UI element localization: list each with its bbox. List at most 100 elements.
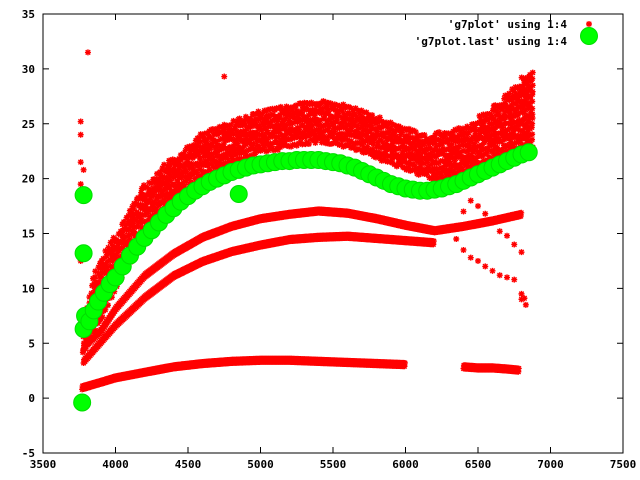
data-point-star — [495, 109, 502, 116]
data-point-star — [350, 132, 357, 139]
data-point-star — [135, 214, 142, 221]
data-point-star — [77, 131, 84, 138]
data-point-star — [266, 111, 273, 118]
data-point-star — [175, 160, 182, 167]
data-point-star — [263, 118, 270, 125]
data-point-star — [183, 177, 190, 184]
data-point-star — [391, 129, 398, 136]
data-point-star — [413, 157, 420, 164]
data-point-star — [92, 268, 99, 275]
data-point-star — [473, 155, 480, 162]
y-tick-label: 5 — [28, 337, 35, 350]
data-point-star — [148, 180, 155, 187]
data-point-star — [235, 144, 242, 151]
data-point-star — [511, 241, 518, 248]
data-point-star — [208, 140, 215, 147]
data-point-star — [507, 109, 514, 116]
y-tick-label: 0 — [28, 392, 35, 405]
data-point-star — [364, 148, 371, 155]
data-point-star — [364, 143, 371, 150]
data-point-star — [203, 130, 210, 137]
data-point-star — [404, 133, 411, 140]
legend-label: 'g7plot' using 1:4 — [448, 18, 568, 31]
data-point-star — [460, 132, 467, 139]
data-point-star — [527, 78, 534, 85]
data-point-star — [489, 267, 496, 274]
data-point-star — [529, 88, 536, 95]
data-point-star — [91, 289, 98, 296]
data-point-star — [316, 135, 323, 142]
data-point-star — [110, 234, 117, 241]
data-point-star — [518, 296, 525, 303]
data-point-circle — [229, 184, 248, 203]
data-point-star — [208, 161, 215, 168]
data-point-star — [100, 260, 107, 267]
data-point-star — [455, 132, 462, 139]
data-point-star — [240, 131, 247, 138]
data-point-star — [345, 110, 352, 117]
data-point-star — [197, 131, 204, 138]
data-point-star — [378, 157, 385, 164]
data-point-star — [176, 165, 183, 172]
data-point-star — [412, 129, 419, 136]
data-point-star — [317, 127, 324, 134]
data-point-star — [483, 150, 490, 157]
data-point-star — [425, 164, 432, 171]
data-point-star — [135, 194, 142, 201]
data-point-star — [276, 127, 283, 134]
data-point-star — [384, 121, 391, 128]
data-point-star — [180, 179, 187, 186]
data-point-star — [305, 140, 312, 147]
data-point-star — [356, 110, 363, 117]
data-point-star — [504, 142, 511, 149]
data-point-star — [467, 197, 474, 204]
data-point-star — [213, 128, 220, 135]
data-point-star — [252, 115, 259, 122]
data-point-star — [490, 116, 497, 123]
data-point-star — [175, 168, 182, 175]
data-point-star — [508, 101, 515, 108]
data-point-star — [156, 199, 163, 206]
data-point-star — [234, 131, 241, 138]
data-point-star — [216, 147, 223, 154]
data-point-star — [529, 75, 536, 82]
data-point-star — [501, 129, 508, 136]
data-point-star — [512, 84, 519, 91]
data-point-star — [161, 196, 168, 203]
x-tick-label: 5000 — [247, 458, 274, 471]
data-point-star — [127, 212, 134, 219]
data-point-star — [525, 118, 532, 125]
data-point-star — [299, 141, 306, 148]
data-point-star — [231, 156, 238, 163]
y-tick-label: 15 — [22, 228, 35, 241]
data-point-star — [319, 109, 326, 116]
data-point-star — [516, 139, 523, 146]
x-tick-label: 6000 — [392, 458, 419, 471]
data-point-star — [198, 173, 205, 180]
data-point-star — [313, 126, 320, 133]
data-point-star — [511, 276, 518, 283]
data-point-star — [236, 146, 243, 153]
x-tick-label: 4500 — [175, 458, 202, 471]
data-point-star — [529, 82, 536, 89]
data-point-star — [182, 147, 189, 154]
data-point-star — [309, 116, 316, 123]
data-point-star — [528, 124, 535, 131]
data-point-star — [119, 229, 126, 236]
data-point-star — [415, 171, 422, 178]
data-point-star — [159, 178, 166, 185]
data-point-star — [482, 263, 489, 270]
data-point-star — [277, 144, 284, 151]
data-point-star — [476, 119, 483, 126]
data-point-star — [281, 125, 288, 132]
data-point-star — [187, 170, 194, 177]
data-point-star — [350, 144, 357, 151]
data-point-star — [324, 126, 331, 133]
data-point-star — [265, 114, 272, 121]
data-point-star — [227, 132, 234, 139]
x-tick-label: 6500 — [465, 458, 492, 471]
data-point-star — [508, 122, 515, 129]
data-point-star — [248, 152, 255, 159]
data-point-star — [283, 103, 290, 110]
data-point-star — [477, 115, 484, 122]
